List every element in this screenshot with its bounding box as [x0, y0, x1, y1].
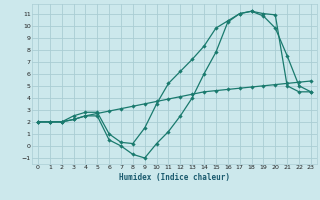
X-axis label: Humidex (Indice chaleur): Humidex (Indice chaleur) [119, 173, 230, 182]
